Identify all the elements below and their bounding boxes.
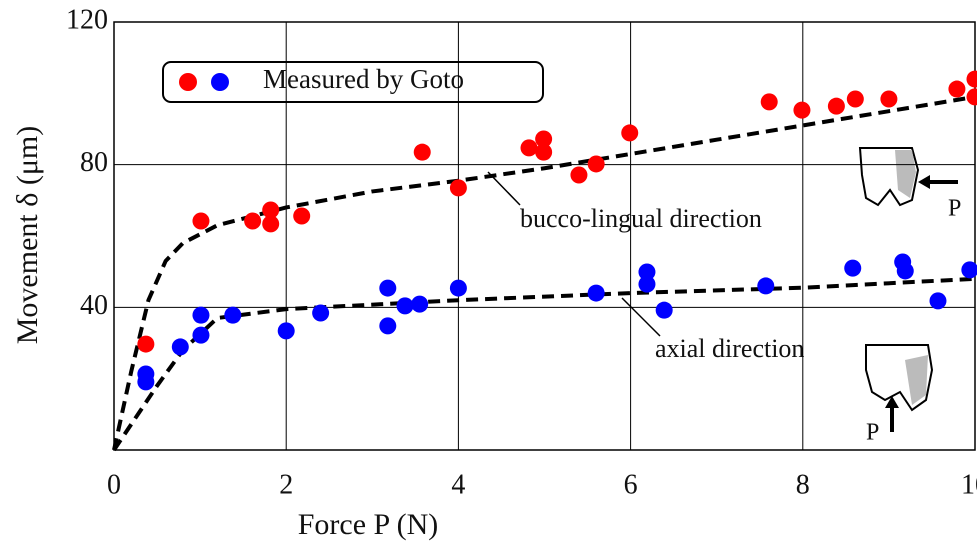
- legend-marker: [179, 73, 197, 91]
- curve-label: bucco-lingual direction: [520, 204, 762, 233]
- legend-label: Measured by Goto: [263, 64, 464, 94]
- data-point: [450, 280, 467, 297]
- fit-curve: [114, 279, 975, 450]
- data-point: [638, 276, 655, 293]
- data-point: [192, 213, 209, 230]
- data-point: [656, 302, 673, 319]
- data-point: [192, 307, 209, 324]
- data-point: [793, 102, 810, 119]
- pointer: [622, 298, 660, 336]
- data-point: [757, 277, 774, 294]
- data-point: [588, 285, 605, 302]
- legend-marker: [211, 73, 229, 91]
- icon-label: P: [866, 420, 879, 446]
- data-point: [312, 305, 329, 322]
- data-point: [379, 317, 396, 334]
- data-point: [172, 338, 189, 355]
- data-point: [137, 336, 154, 353]
- data-point: [293, 208, 310, 225]
- x-axis-label: Force P (N): [298, 508, 439, 541]
- data-point: [224, 307, 241, 324]
- x-tick-label: 0: [107, 469, 121, 500]
- data-point: [929, 292, 946, 309]
- y-tick-label: 40: [80, 290, 108, 321]
- data-point: [621, 124, 638, 141]
- data-point: [411, 296, 428, 313]
- data-point: [844, 260, 861, 277]
- data-point: [262, 215, 279, 232]
- data-point: [761, 93, 778, 110]
- data-point: [521, 139, 538, 156]
- data-point: [897, 262, 914, 279]
- data-point: [278, 322, 295, 339]
- data-point: [397, 297, 414, 314]
- icon-label: P: [948, 196, 961, 222]
- x-tick-label: 4: [451, 469, 465, 500]
- curve-label: axial direction: [655, 334, 804, 363]
- data-point: [967, 88, 977, 105]
- data-point: [847, 91, 864, 108]
- x-tick-label: 8: [796, 469, 810, 500]
- data-point: [535, 144, 552, 161]
- y-axis-label: Movement δ (μm): [11, 126, 44, 345]
- data-point: [379, 280, 396, 297]
- tooth-icon: [860, 148, 958, 205]
- data-point: [967, 71, 977, 88]
- data-point: [570, 167, 587, 184]
- data-point: [244, 213, 261, 230]
- data-point: [450, 179, 467, 196]
- data-point: [880, 91, 897, 108]
- data-point: [961, 261, 977, 278]
- x-tick-label: 6: [624, 469, 638, 500]
- data-point: [414, 144, 431, 161]
- data-point: [137, 373, 154, 390]
- data-point: [948, 81, 965, 98]
- y-tick-label: 80: [80, 147, 108, 178]
- y-tick-label: 120: [66, 4, 108, 35]
- data-point: [828, 98, 845, 115]
- data-point: [192, 327, 209, 344]
- x-tick-label: 10: [961, 469, 977, 500]
- data-point: [588, 155, 605, 172]
- x-tick-label: 2: [279, 469, 293, 500]
